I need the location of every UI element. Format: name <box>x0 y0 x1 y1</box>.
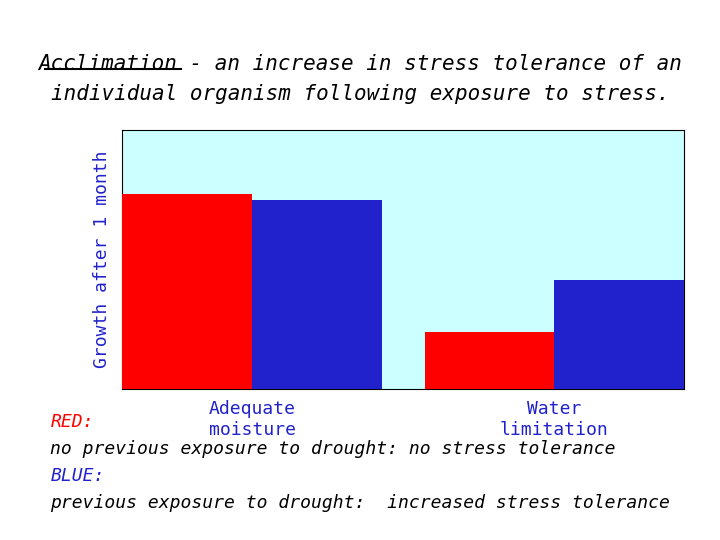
Text: individual organism following exposure to stress.: individual organism following exposure t… <box>50 84 670 104</box>
Text: no previous exposure to drought: no stress tolerance: no previous exposure to drought: no stre… <box>50 440 616 458</box>
Text: RED:: RED: <box>50 413 94 431</box>
Y-axis label: Growth after 1 month: Growth after 1 month <box>94 151 112 368</box>
Bar <box>252 200 382 389</box>
Bar <box>554 280 684 389</box>
Text: previous exposure to drought:  increased stress tolerance: previous exposure to drought: increased … <box>50 494 670 512</box>
Text: Acclimation - an increase in stress tolerance of an: Acclimation - an increase in stress tole… <box>38 54 682 74</box>
Text: BLUE:: BLUE: <box>50 467 105 485</box>
Bar <box>122 194 252 389</box>
Bar <box>425 332 554 389</box>
